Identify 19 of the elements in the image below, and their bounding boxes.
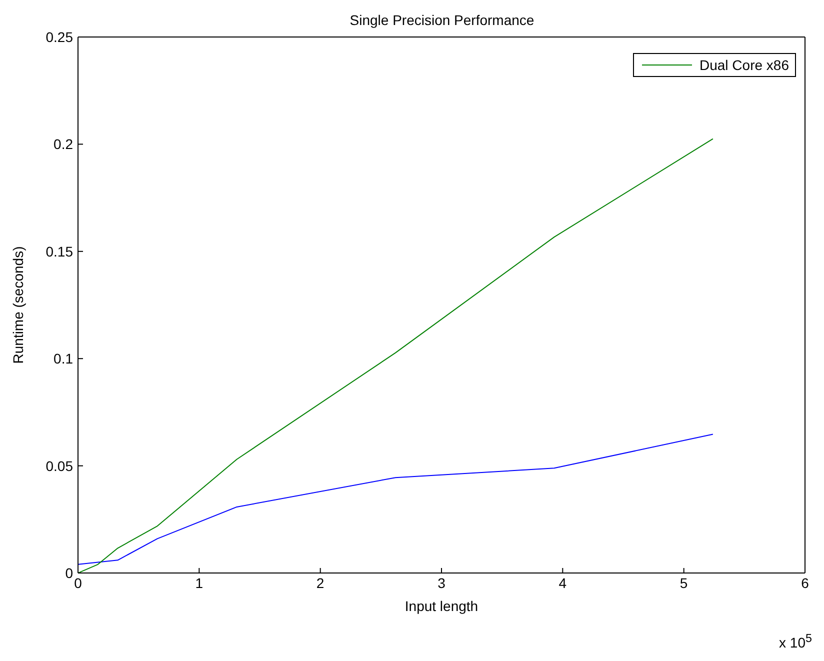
y-axis-title: Runtime (seconds) — [10, 246, 26, 364]
text: x 10$^{5}$ — [779, 632, 812, 651]
legend-label: Dual Core x86 — [700, 57, 789, 73]
line-series — [78, 434, 714, 565]
y-tick-label: 0.05 — [46, 458, 74, 474]
x-tick-label: 2 — [316, 574, 324, 591]
y-tick-label: 0.25 — [46, 28, 74, 45]
line-series — [78, 138, 714, 573]
x-tick-label: 1 — [195, 574, 204, 591]
y-tick-label: 0 — [65, 564, 74, 581]
x-tick-label: 5 — [680, 574, 688, 591]
x-tick-label: 6 — [801, 574, 810, 591]
x-tick-label: 4 — [558, 574, 567, 591]
x-tick-label: 3 — [438, 574, 446, 591]
y-tick-label: 0.1 — [54, 350, 74, 367]
x-axis-title: Input length — [404, 598, 478, 614]
y-tick-label: 0.15 — [46, 243, 74, 260]
y-tick-label: 0.2 — [54, 136, 74, 152]
chart-title: Single Precision Performance — [348, 12, 536, 28]
